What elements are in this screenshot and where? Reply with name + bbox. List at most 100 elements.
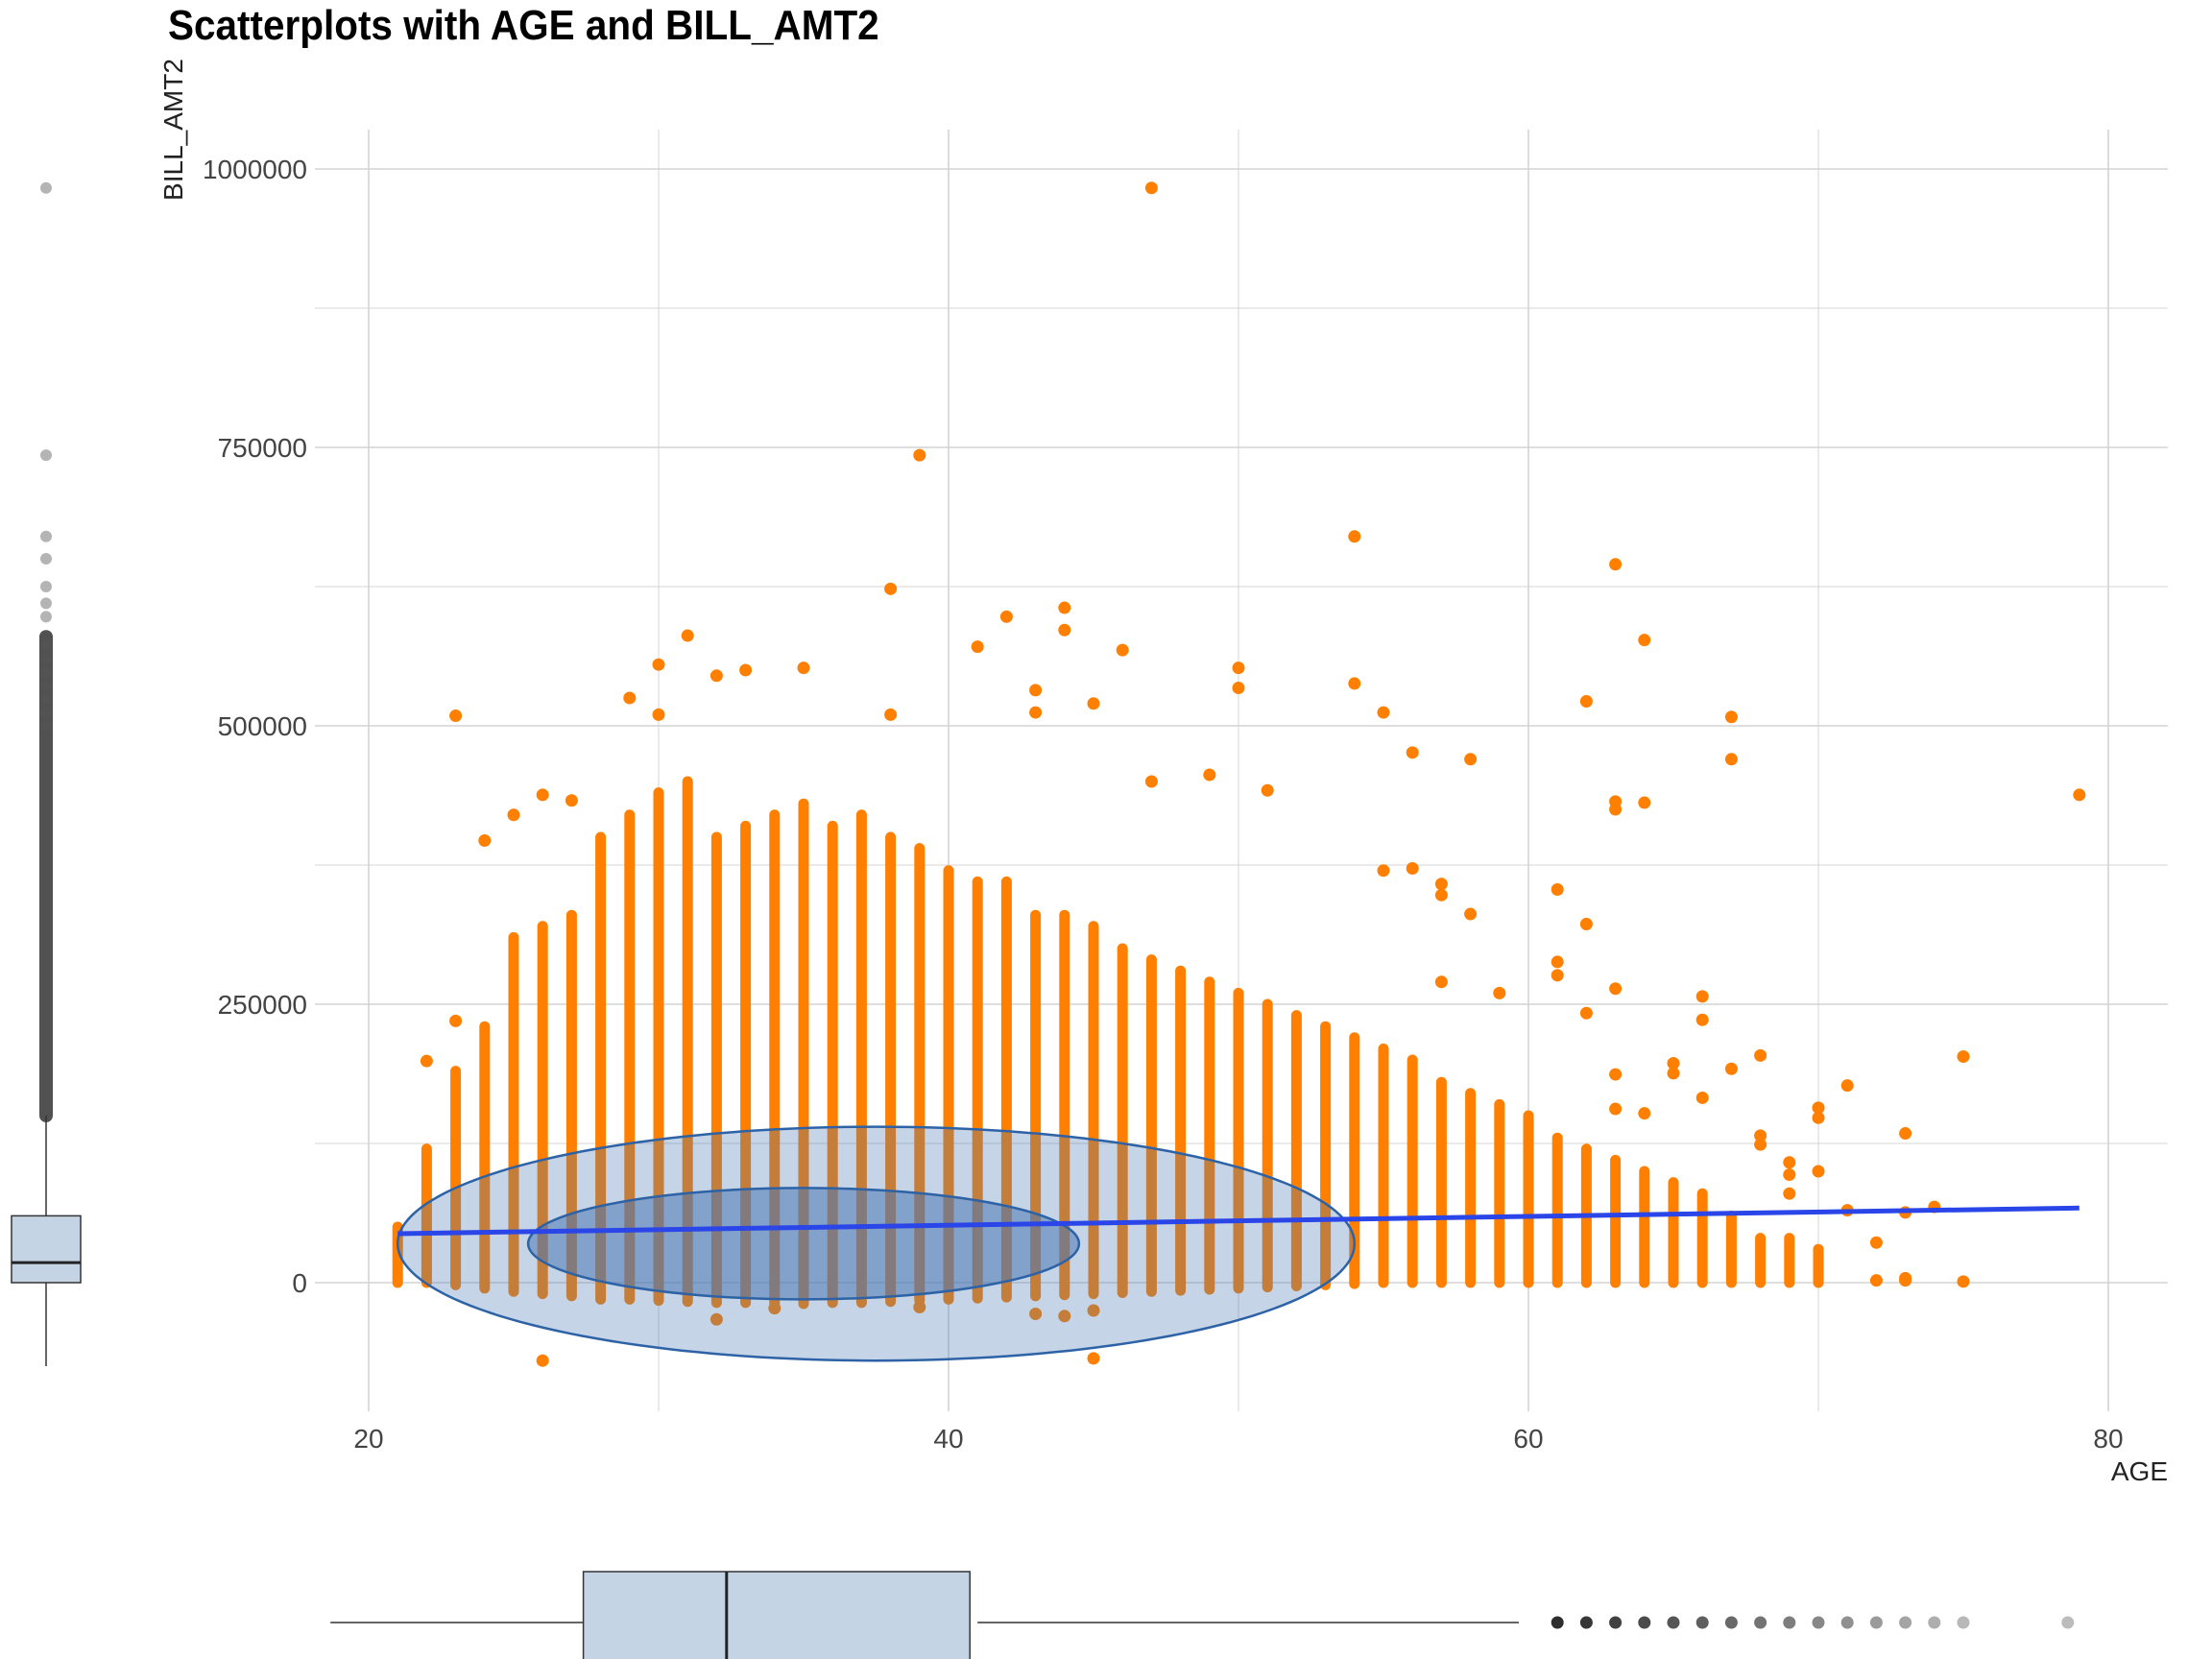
scatter-point (1579, 694, 1593, 708)
y-marginal-boxplot (11, 181, 82, 1366)
scatter-point (1087, 1304, 1100, 1317)
x-tick-label: 20 (353, 1424, 383, 1454)
scatter-point (1434, 878, 1448, 891)
scatter-point (449, 1014, 463, 1027)
y-axis-label: BILL_AMT2 (158, 59, 188, 201)
scatter-point (1203, 768, 1216, 781)
scatter-point (709, 669, 723, 683)
scatter-point (1493, 986, 1506, 999)
scatter-point (1144, 181, 1158, 195)
scatter-point (478, 833, 492, 847)
scatter-point (1464, 907, 1478, 921)
y-tick-label: 500000 (218, 711, 307, 741)
scatter-point (1667, 1056, 1680, 1070)
scatter-point (1058, 623, 1071, 637)
inner-ellipse (526, 1187, 1081, 1301)
scatter-point (1551, 883, 1564, 897)
scatter-point (1812, 1111, 1825, 1124)
x-box-outlier (1928, 1616, 1941, 1629)
scatter-point (1579, 917, 1593, 930)
scatter-point (913, 1301, 926, 1314)
x-box-outlier (1869, 1616, 1883, 1629)
scatter-point (1899, 1127, 1912, 1141)
chart-title: Scatterplots with AGE and BILL_AMT2 (168, 2, 879, 49)
y-box-outlier (40, 611, 52, 623)
scatter-point (652, 658, 665, 671)
scatter-point (768, 1302, 781, 1315)
x-box-outlier (1899, 1616, 1912, 1629)
x-box-outlier (1579, 1616, 1593, 1629)
x-tick-label: 80 (2093, 1424, 2123, 1454)
scatter-point (1695, 990, 1709, 1003)
density-ellipses (396, 1125, 1357, 1362)
y-box-outlier (40, 707, 52, 718)
y-box-outlier (40, 449, 52, 462)
scatter-point (913, 448, 926, 462)
scatter-point (1232, 682, 1245, 695)
scatter-point (1695, 1013, 1709, 1026)
y-tick-label: 750000 (218, 433, 307, 463)
y-tick-label: 1000000 (203, 155, 307, 184)
scatter-point (1638, 634, 1651, 647)
y-box-outlier (40, 666, 52, 678)
scatter-point (1812, 1165, 1825, 1178)
scatter-point (1406, 861, 1419, 875)
x-box-outlier (1754, 1616, 1767, 1629)
scatter-point (1724, 710, 1738, 724)
x-box-outlier (2061, 1616, 2075, 1629)
scatter-point (1783, 1187, 1796, 1200)
scatter-point (1695, 1091, 1709, 1104)
x-box-outlier (1840, 1616, 1854, 1629)
x-axis-label: AGE (2111, 1456, 2168, 1486)
scatter-point (420, 1054, 433, 1068)
scatter-point (1754, 1129, 1767, 1142)
scatter-point (1783, 1167, 1796, 1181)
scatter-point (884, 708, 898, 721)
scatter-point (1261, 783, 1274, 797)
y-box-outlier (40, 581, 52, 592)
y-tick-label: 250000 (218, 990, 307, 1020)
y-box-outlier (40, 680, 52, 691)
scatter-point (739, 663, 753, 677)
scatter-point (1434, 888, 1448, 902)
scatter-point (1957, 1275, 1970, 1288)
scatter-point (1667, 1067, 1680, 1080)
scatter-point (2073, 788, 2086, 802)
scatter-point (1783, 1156, 1796, 1169)
tick-labels: 20 40 60 80 0 250000 500000 750000 1000000 (203, 155, 2124, 1454)
x-box-outlier (1667, 1616, 1680, 1629)
fit-line (397, 1205, 2080, 1237)
x-box-outlier (1724, 1616, 1738, 1629)
x-marginal-boxplot (330, 1571, 2075, 1659)
x-box-outlier (1551, 1616, 1564, 1629)
y-tick-label: 0 (292, 1268, 307, 1298)
scatter-point (565, 794, 578, 807)
scatter-point (1869, 1274, 1883, 1287)
scatter-point (623, 691, 637, 705)
y-box-outlier (40, 653, 52, 664)
scatter-point (1579, 1006, 1593, 1020)
scatter-point (1551, 969, 1564, 982)
scatter-point (709, 1312, 723, 1326)
scatter-point (1754, 1048, 1767, 1062)
scatter-point (797, 661, 810, 675)
scatter-point (536, 788, 549, 802)
x-box-outlier (1638, 1616, 1651, 1629)
scatter-point (1899, 1271, 1912, 1285)
x-box (582, 1571, 971, 1659)
scatter-point (1232, 661, 1245, 675)
scatter-point (1957, 1050, 1970, 1064)
x-tick-label: 40 (933, 1424, 963, 1454)
scatter-point (1029, 706, 1043, 719)
x-tick-label: 60 (1513, 1424, 1543, 1454)
scatter-point (1348, 677, 1361, 690)
scatter-point (1812, 1101, 1825, 1115)
scatter-point (1869, 1236, 1883, 1249)
scatter-point (536, 1354, 549, 1367)
fit-line-group (397, 1205, 2080, 1237)
scatter-point (1406, 746, 1419, 759)
scatter-point (1609, 982, 1623, 996)
x-box-outlier (1783, 1616, 1796, 1629)
scatter-point (1377, 864, 1390, 878)
